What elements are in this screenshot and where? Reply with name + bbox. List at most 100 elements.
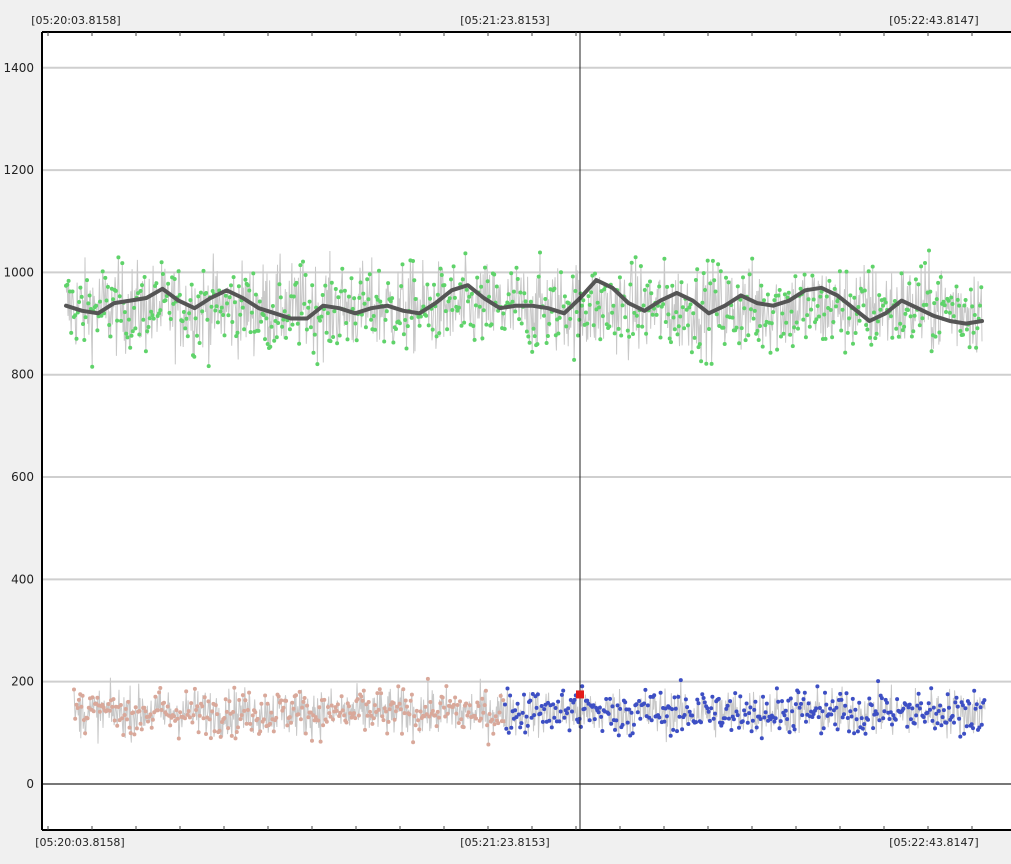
series-lower-first-point (391, 701, 396, 705)
series-upper-point (564, 324, 569, 329)
series-lower-first-point (132, 732, 137, 737)
series-upper-point (183, 326, 188, 331)
series-upper-point (750, 256, 755, 261)
series-lower-first-point (122, 713, 127, 717)
series-lower-second-point (572, 697, 577, 702)
series-upper-point (648, 279, 652, 284)
series-upper-point (382, 339, 387, 344)
series-upper-point (822, 312, 827, 317)
series-upper-point (844, 269, 849, 274)
series-lower-first-point (363, 727, 367, 732)
series-lower-second-point (529, 715, 534, 720)
series-upper-point (69, 330, 74, 335)
series-lower-second-point (752, 707, 757, 712)
series-upper-point (70, 289, 75, 294)
series-upper-point (743, 338, 748, 343)
series-upper-line (65, 250, 983, 367)
series-upper-point (78, 285, 83, 290)
series-upper-point (721, 325, 726, 330)
series-upper-point (581, 298, 586, 303)
series-upper-point (682, 326, 687, 331)
series-upper-point (950, 302, 955, 306)
series-lower-first-point (442, 705, 446, 710)
series-upper-point (98, 299, 102, 304)
series-lower-second-point (915, 703, 920, 708)
cursor[interactable] (576, 32, 584, 830)
series-upper-point (692, 335, 697, 340)
series-upper-point (248, 330, 253, 335)
series-upper-point (388, 299, 393, 304)
cursor-marker[interactable] (576, 690, 584, 699)
series-upper-point (676, 324, 681, 329)
series-upper-point (898, 321, 903, 326)
series-lower-second-point (508, 693, 513, 698)
series-lower-second-point (559, 692, 564, 697)
series-upper-point (90, 364, 95, 369)
series-upper-point (737, 341, 742, 346)
series-upper-point (566, 301, 571, 306)
series-upper-point (294, 280, 299, 285)
series-lower-second-point (675, 729, 679, 734)
series-upper-point (73, 313, 78, 318)
series-upper-point (353, 321, 358, 326)
series-upper-point (577, 317, 582, 322)
series-lower-first-point (150, 717, 155, 722)
series-lower-first-point (296, 712, 301, 717)
series-upper-point (280, 324, 285, 329)
series-lower-first-point (370, 721, 375, 726)
series-upper-point (572, 357, 577, 362)
series-lower-second-point (847, 729, 851, 734)
series-lower-first-point (407, 712, 412, 717)
series-lower-first-point (134, 726, 139, 731)
series-upper-point (958, 329, 963, 333)
series-lower-first-point (265, 701, 270, 706)
series-upper-point (374, 294, 379, 299)
series-lower-second-point (748, 705, 753, 710)
series-upper-point (318, 318, 322, 323)
series-upper-point (428, 296, 432, 301)
series-upper-point (872, 310, 876, 315)
series-lower-first-point (281, 705, 286, 710)
series-lower-second-point (600, 729, 605, 733)
series-lower-second-point (673, 706, 678, 711)
series-lower-second-point (519, 721, 524, 726)
series-upper-point (671, 315, 676, 320)
series-upper-point (713, 289, 718, 294)
series-upper-point (532, 334, 537, 339)
series-lower-first-point (110, 704, 115, 709)
series-lower-second-point (662, 719, 667, 724)
series-lower-second-point (938, 703, 943, 708)
series-upper-point (297, 341, 302, 346)
series-upper-point (936, 280, 941, 285)
series-lower-first-point (480, 696, 485, 701)
series-upper-point (219, 305, 224, 310)
series-upper-point (875, 319, 880, 324)
series-upper-point (686, 323, 690, 328)
series-upper-point (661, 302, 666, 307)
series-lower-second-point (699, 720, 703, 725)
series-lower-first-point (333, 705, 338, 710)
series-lower-second-point (520, 710, 525, 715)
series-upper-point (515, 277, 520, 281)
series-upper-point (227, 295, 232, 300)
series-lower-first-point (231, 710, 236, 714)
series-lower-second (503, 678, 987, 743)
series-lower-second-point (919, 701, 924, 706)
series-lower-first-point (335, 702, 340, 707)
series-lower-first-point (348, 711, 353, 716)
series-lower-second-point (695, 697, 700, 702)
series-lower-second-point (733, 691, 738, 696)
y-tick-label-1000: 1000 (3, 265, 34, 279)
series-lower-second-point (723, 716, 728, 721)
series-upper-point (823, 336, 828, 341)
series-lower-first-point (83, 731, 88, 736)
series-upper-point (74, 336, 79, 341)
series-upper-point (238, 312, 243, 317)
series-lower-first-point (317, 705, 322, 710)
series-lower-second-point (556, 699, 561, 704)
series-upper-point (760, 344, 765, 349)
series-lower-first-point (157, 690, 162, 695)
series-lower-second-point (567, 728, 572, 733)
series-lower-first-point (284, 698, 289, 703)
